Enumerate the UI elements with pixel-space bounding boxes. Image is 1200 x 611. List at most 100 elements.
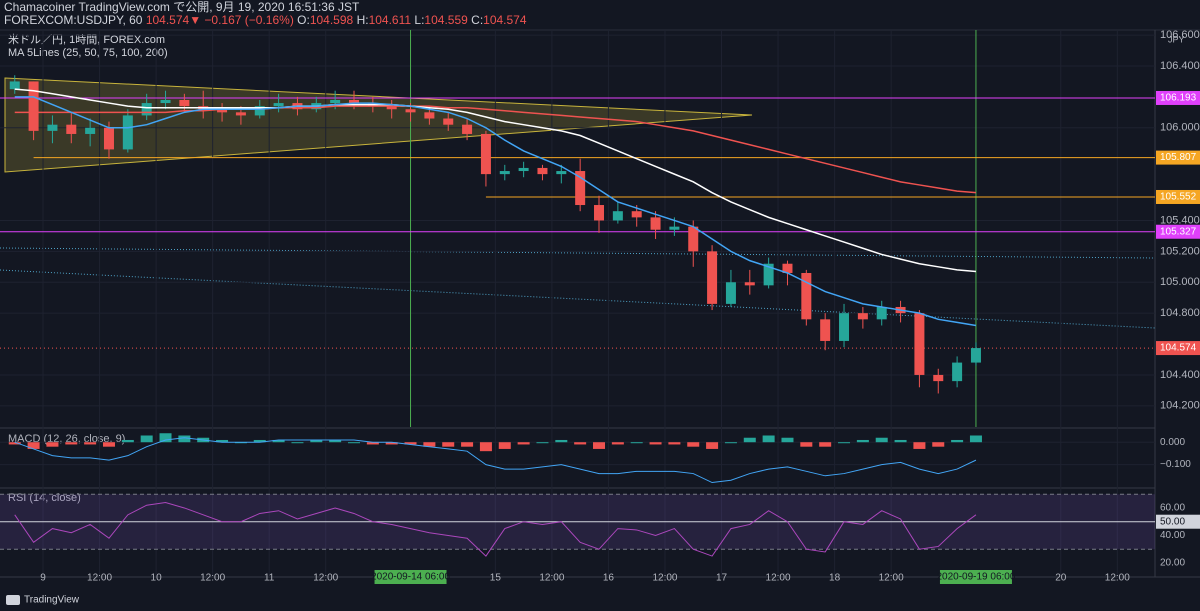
x-tick-label: 12:00 bbox=[87, 573, 112, 584]
macd-histogram bbox=[649, 442, 662, 445]
macd-histogram bbox=[121, 439, 134, 443]
y-tick-label: 106.400 bbox=[1160, 60, 1200, 72]
candle-body bbox=[782, 263, 793, 273]
brand: TradingView bbox=[24, 595, 80, 606]
candle-body bbox=[612, 211, 623, 221]
candle-body bbox=[575, 171, 586, 206]
x-tick-label: 12:00 bbox=[1105, 573, 1130, 584]
candle-body bbox=[160, 99, 171, 104]
candle-body bbox=[801, 272, 812, 320]
candle-body bbox=[876, 306, 887, 320]
candle-body bbox=[914, 313, 925, 375]
candle-body bbox=[650, 217, 661, 230]
macd-histogram bbox=[517, 442, 530, 445]
macd-histogram bbox=[385, 442, 398, 445]
candle-body bbox=[707, 251, 718, 304]
macd-histogram bbox=[838, 442, 851, 444]
marker-label: 2020-09-19 06:00 bbox=[936, 572, 1015, 583]
symbol-line: FOREXCOM:USDJPY, 60 104.574▼ −0.167 (−0.… bbox=[4, 13, 527, 27]
candle-body bbox=[669, 226, 680, 230]
candle-body bbox=[9, 81, 20, 90]
candle-body bbox=[952, 362, 963, 382]
x-tick-label: 18 bbox=[829, 573, 841, 584]
macd-histogram bbox=[253, 439, 266, 443]
y-tick-label: 60.00 bbox=[1160, 503, 1185, 514]
candle-body bbox=[763, 263, 774, 286]
y-tick-label: 105.400 bbox=[1160, 214, 1200, 226]
macd-histogram bbox=[423, 442, 436, 447]
price-label: 104.574 bbox=[1160, 343, 1197, 354]
rsi-line bbox=[14, 501, 977, 557]
x-tick-label: 17 bbox=[716, 573, 728, 584]
x-tick-label: 12:00 bbox=[200, 573, 225, 584]
x-tick-label: 12:00 bbox=[313, 573, 338, 584]
triangle-drawing bbox=[4, 77, 753, 173]
macd-histogram bbox=[84, 442, 97, 445]
candle-body bbox=[725, 282, 736, 304]
x-tick-label: 9 bbox=[40, 573, 46, 584]
logo-icon bbox=[6, 595, 20, 605]
candle-body bbox=[66, 124, 77, 134]
price-label: 106.193 bbox=[1160, 93, 1197, 104]
candle-body bbox=[28, 81, 39, 131]
candle-body bbox=[254, 106, 265, 116]
macd-histogram bbox=[951, 439, 964, 443]
macd-histogram bbox=[969, 435, 982, 443]
plot bbox=[0, 77, 1156, 329]
x-tick-label: 15 bbox=[490, 573, 502, 584]
x-tick-label: 12:00 bbox=[879, 573, 904, 584]
macd-histogram bbox=[932, 442, 945, 447]
price-label-bg bbox=[1156, 90, 1200, 105]
macd-histogram bbox=[8, 442, 21, 445]
macd-histogram bbox=[65, 442, 78, 445]
midline-label-bg bbox=[1156, 514, 1200, 529]
currency: JPY bbox=[1168, 34, 1185, 44]
macd-histogram bbox=[498, 442, 511, 449]
candle-body bbox=[462, 124, 473, 134]
candle-body bbox=[857, 313, 868, 320]
macd-histogram bbox=[291, 442, 304, 444]
macd-histogram bbox=[27, 442, 40, 449]
ohlc-label: H: bbox=[357, 13, 369, 27]
moving-average bbox=[14, 88, 977, 273]
price-label: 105.807 bbox=[1160, 152, 1197, 163]
y-tick-label: −0.100 bbox=[1160, 459, 1191, 470]
y-tick-label: 20.00 bbox=[1160, 558, 1185, 569]
price-label-bg bbox=[1156, 150, 1200, 165]
macd-histogram bbox=[329, 439, 342, 443]
symbol: FOREXCOM:USDJPY, 60 bbox=[4, 13, 143, 27]
macd-histogram bbox=[743, 437, 756, 443]
candle-body bbox=[631, 211, 642, 218]
macd-histogram bbox=[140, 435, 153, 443]
candle-body bbox=[499, 171, 510, 175]
y-tick-label: 104.800 bbox=[1160, 307, 1200, 319]
price-label-bg bbox=[1156, 189, 1200, 204]
macd-histogram bbox=[800, 442, 813, 447]
candle-body bbox=[970, 348, 981, 363]
macd-histogram bbox=[706, 442, 719, 449]
y-tick-label: 106.600 bbox=[1160, 29, 1200, 41]
candle-body bbox=[47, 124, 58, 131]
candle-body bbox=[933, 374, 944, 382]
macd-histogram bbox=[479, 442, 492, 452]
moving-average bbox=[14, 96, 977, 327]
legend-pair: 米ドル／円, 1時間, FOREX.com bbox=[8, 33, 165, 46]
midline-label: 50.00 bbox=[1160, 516, 1185, 527]
candle-body bbox=[839, 313, 850, 341]
macd-line bbox=[14, 437, 977, 484]
candle-body bbox=[179, 99, 190, 107]
price-label: 105.552 bbox=[1160, 192, 1197, 203]
macd-histogram bbox=[404, 442, 417, 445]
macd-histogram bbox=[272, 439, 285, 443]
y-tick-label: 104.200 bbox=[1160, 400, 1200, 412]
moving-average bbox=[14, 105, 977, 194]
candle-body bbox=[348, 99, 359, 104]
y-tick-label: 40.00 bbox=[1160, 530, 1185, 541]
ohlc-value: 104.611 bbox=[369, 13, 412, 27]
candle-body bbox=[122, 115, 133, 150]
candle-body bbox=[103, 127, 114, 150]
y-tick-label: 105.000 bbox=[1160, 276, 1200, 288]
macd-histogram bbox=[536, 442, 549, 444]
publish-line: Chamacoiner TradingView.com で公開, 9月 19, … bbox=[4, 0, 360, 14]
change: 104.574▼ −0.167 (−0.16%) bbox=[146, 13, 294, 27]
